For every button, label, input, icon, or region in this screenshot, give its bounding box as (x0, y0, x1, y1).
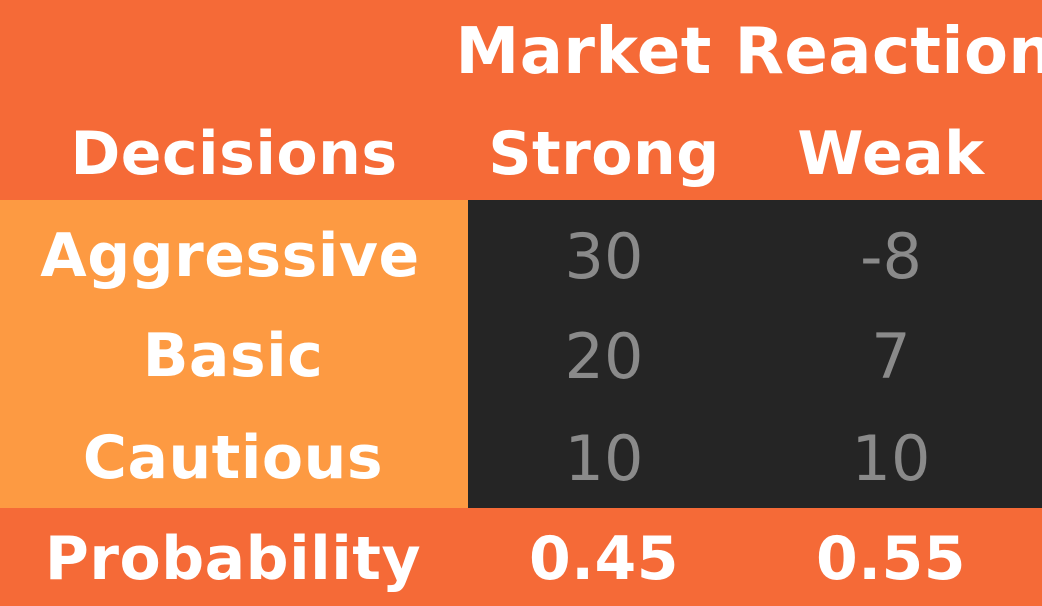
cell-basic-strong: 20 (564, 319, 644, 393)
footer-band (0, 508, 1042, 606)
probability-strong: 0.45 (528, 524, 680, 594)
cell-basic-weak: 7 (871, 319, 911, 393)
probability-label: Probability (44, 524, 422, 594)
row-label-cautious: Cautious (82, 423, 384, 493)
row-label-band (0, 200, 468, 508)
row-label-aggressive: Aggressive (40, 221, 420, 291)
cell-aggressive-strong: 30 (564, 219, 644, 293)
column-header-weak: Weak (797, 119, 985, 189)
values-band (468, 200, 1042, 508)
market-reaction-header: Market Reaction (455, 15, 1042, 89)
cell-aggressive-weak: -8 (860, 219, 922, 293)
row-label-basic: Basic (142, 321, 324, 391)
cell-cautious-strong: 10 (564, 421, 644, 495)
probability-weak: 0.55 (815, 524, 967, 594)
cell-cautious-weak: 10 (851, 421, 931, 495)
column-header-strong: Strong (488, 119, 720, 189)
decisions-header: Decisions (70, 119, 398, 189)
header-band (0, 0, 1042, 200)
